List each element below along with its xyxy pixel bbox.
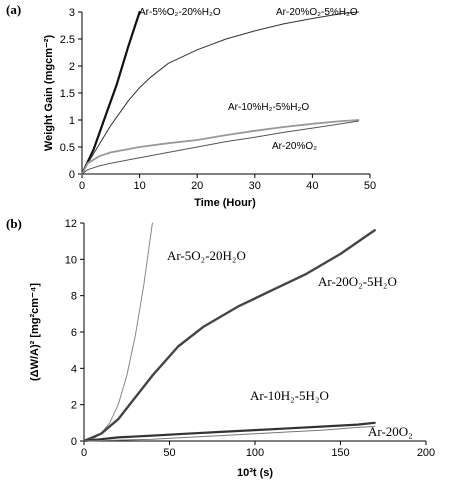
annotation-b-ar5o2-20h2o: Ar-5O₂-20H₂O — [167, 248, 246, 263]
y-tick-label: 2.5 — [60, 34, 75, 46]
x-tick-label: 30 — [249, 180, 261, 192]
y-tick-label: 8 — [71, 291, 77, 303]
x-tick-label: 50 — [364, 180, 376, 192]
y-tick-label: 1.5 — [60, 88, 75, 100]
panel-a-x-axis-title: Time (Hour) — [194, 197, 256, 209]
x-tick-label: 0 — [81, 447, 87, 459]
annotation-a-ar5o2-20h2o: Ar-5%O₂-20%H₂O — [139, 7, 221, 18]
panel-b-axes — [83, 223, 426, 442]
x-tick-label: 40 — [306, 180, 318, 192]
panel-b-label: (b) — [6, 216, 22, 231]
y-tick-label: 2 — [69, 61, 75, 73]
panel-b: (b) 0 2 4 6 8 10 12 0 50 100 150 200 10³t (s) (ΔW/… — [6, 216, 435, 479]
panel-b-y-axis-title: (ΔW/A)² [mg²cm⁻⁴] — [29, 283, 41, 381]
y-tick-label: 0.5 — [60, 142, 75, 154]
series-line-b-2 — [82, 421, 376, 443]
annotation-b-ar10h2-5h2o: Ar-10H₂-5H₂O — [250, 388, 329, 403]
panel-a-series — [80, 10, 360, 176]
annotation-b-ar20o2: Ar-20O₂ — [368, 424, 413, 439]
y-tick-label: 2 — [71, 400, 77, 412]
panel-a-label: (a) — [6, 2, 21, 17]
x-tick-label: 0 — [79, 180, 85, 192]
x-tick-label: 50 — [163, 447, 175, 459]
panel-a-y-axis-title: Weight Gain (mgcm⁻²) — [43, 35, 55, 152]
series-line-a-1 — [81, 11, 359, 175]
y-tick-label: 12 — [65, 218, 77, 230]
series-line-b-1 — [82, 229, 376, 443]
y-tick-label: 1 — [69, 115, 75, 127]
panel-a-y-ticks: 0 0.5 1 1.5 2 2.5 3 — [60, 7, 82, 181]
annotation-a-ar10h2-5h2o: Ar-10%H₂-5%H₂O — [228, 102, 309, 113]
panel-b-x-ticks: 0 50 100 150 200 — [81, 441, 435, 459]
series-line-a-0 — [80, 10, 141, 176]
annotation-a-ar20o2: Ar-20%O₂ — [272, 141, 317, 152]
y-tick-label: 0 — [69, 169, 75, 181]
series-line-a-2 — [81, 119, 360, 175]
y-tick-label: 3 — [69, 7, 75, 19]
y-tick-label: 10 — [65, 254, 77, 266]
x-tick-label: 150 — [331, 447, 349, 459]
annotation-a-ar20o2-5h2o: Ar-20%O₂-5%H₂O — [276, 7, 358, 18]
series-line-b-0 — [83, 222, 153, 442]
annotation-b-ar20o2-5h2o: Ar-20O₂-5H₂O — [318, 274, 397, 289]
panel-b-x-axis-title: 10³t (s) — [237, 467, 273, 479]
x-tick-label: 200 — [417, 447, 435, 459]
y-tick-label: 6 — [71, 327, 77, 339]
x-tick-label: 100 — [246, 447, 264, 459]
panel-a: (a) 0 0.5 1 1.5 2 2.5 3 0 10 20 30 40 50 Time (Hour… — [6, 2, 376, 209]
y-tick-label: 0 — [71, 436, 77, 448]
series-line-b-3 — [83, 426, 376, 442]
y-tick-label: 4 — [71, 363, 77, 375]
panel-b-series — [82, 222, 376, 443]
panel-a-x-ticks: 0 10 20 30 40 50 — [79, 174, 376, 192]
panel-b-y-ticks: 0 2 4 6 8 10 12 — [65, 218, 84, 448]
series-line-a-3 — [81, 120, 359, 175]
x-tick-label: 10 — [133, 180, 145, 192]
x-tick-label: 20 — [191, 180, 203, 192]
